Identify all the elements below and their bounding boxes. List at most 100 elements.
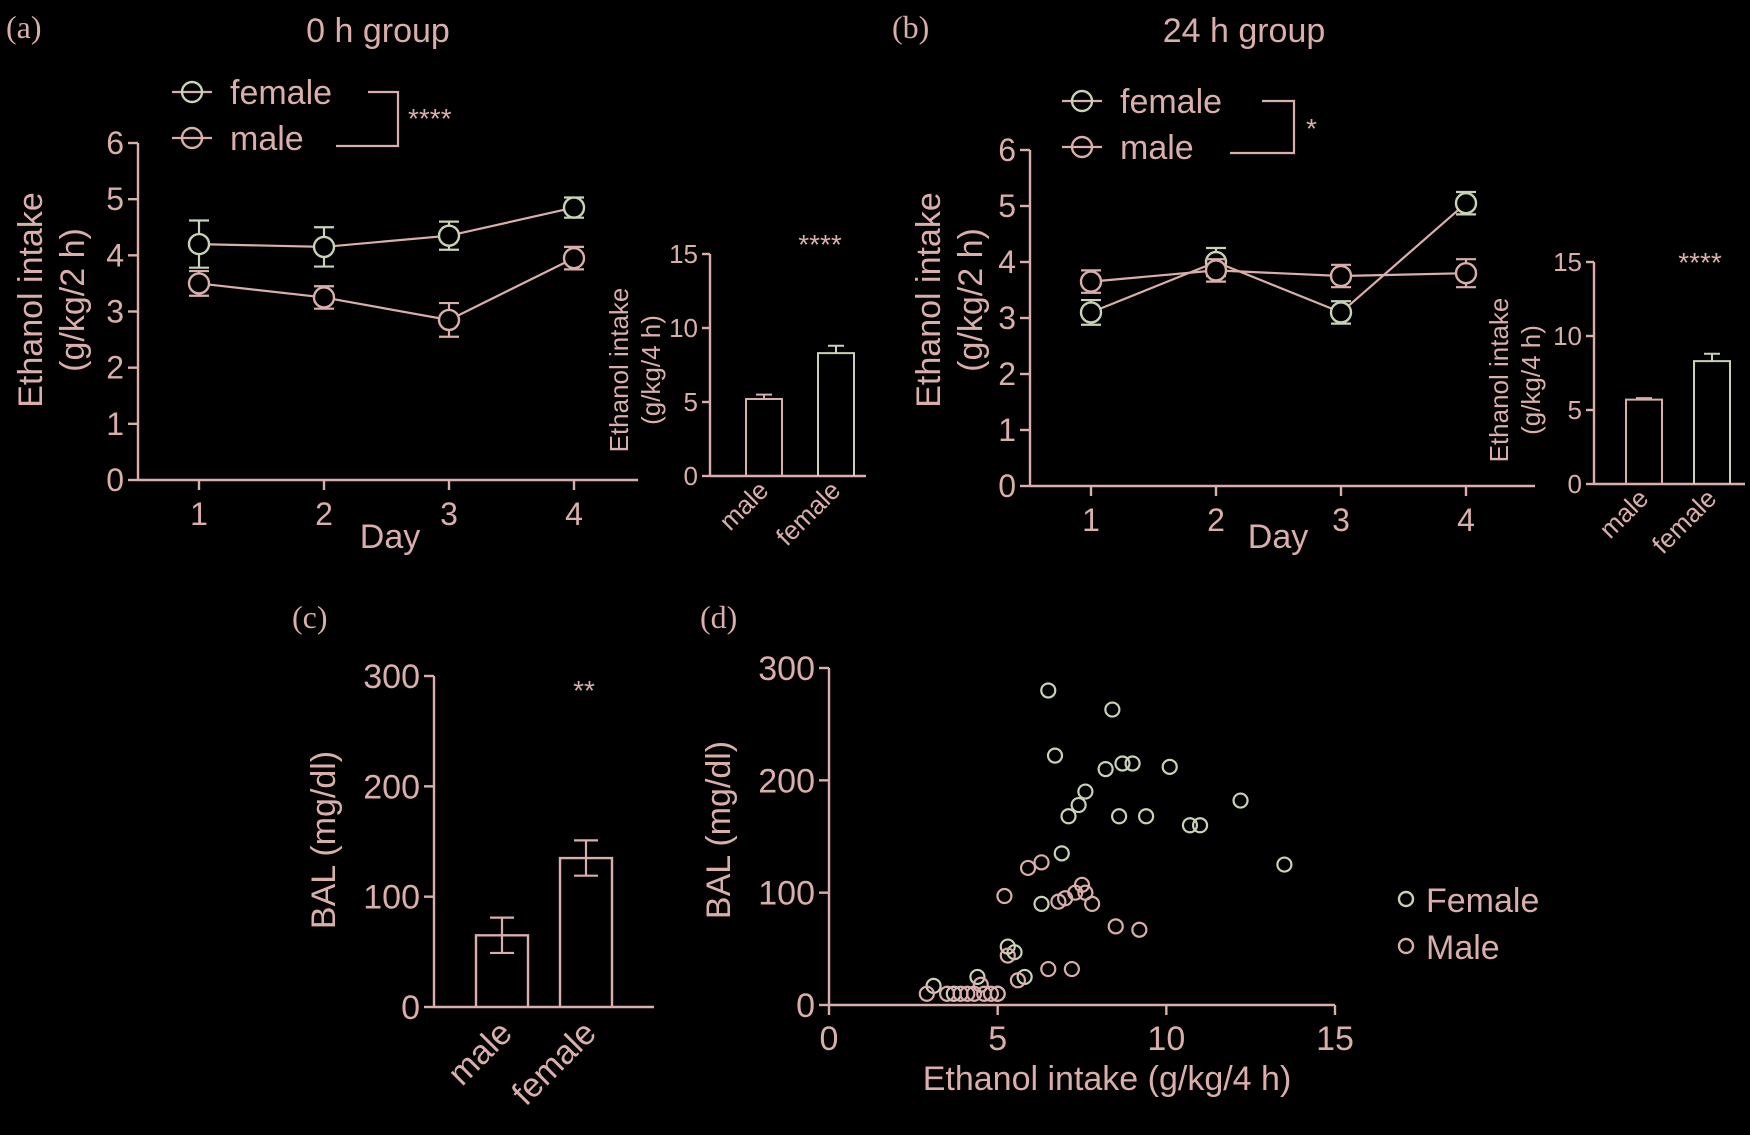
male-data-point	[989, 985, 1006, 1002]
female-data-point	[562, 196, 586, 219]
inset-y-tick-label: 15	[1553, 247, 1582, 277]
y-tick-label: 6	[998, 132, 1016, 168]
inset-x-tick-label: male	[1593, 483, 1654, 544]
panel-d-legend: Female Male	[1397, 882, 1539, 967]
inset-y-tick-label: 15	[669, 239, 698, 269]
panel-a-inset: Ethanol intake (g/kg/4 h) **** 0 5 10 15 mal…	[604, 229, 866, 551]
female-data-point	[1114, 755, 1131, 772]
female-data-point	[1040, 682, 1057, 699]
male-data-point	[1204, 259, 1228, 282]
x-tick-label: 15	[1316, 1020, 1354, 1058]
female-data-point	[1161, 758, 1178, 775]
x-tick-label: 2	[315, 496, 333, 532]
female-data-point	[1329, 301, 1353, 324]
x-axis-label: Day	[360, 518, 420, 556]
male-data-point	[187, 272, 211, 295]
x-tick-label: 10	[1147, 1020, 1185, 1058]
female-data-point	[437, 224, 461, 247]
legend-female-label: female	[230, 74, 332, 112]
y-axis-label: BAL (mg/dl)	[700, 741, 738, 919]
inset-bar-male	[1625, 398, 1663, 484]
panel-b-legend: female male *	[1062, 83, 1317, 167]
female-data-point	[1111, 808, 1128, 825]
male-data-point	[1033, 854, 1050, 871]
y-tick-label: 200	[363, 768, 420, 806]
inset-x-tick-label: female	[1646, 483, 1722, 559]
female-series-line	[198, 206, 575, 249]
male-data-point	[982, 985, 1000, 1002]
legend-male-marker	[1070, 135, 1094, 159]
significance-label: ****	[408, 103, 452, 134]
x-tick-label: 3	[440, 496, 458, 532]
male-data-point	[1329, 264, 1353, 288]
significance-label: *	[1306, 113, 1317, 144]
y-tick-label: 5	[998, 188, 1016, 224]
y-tick-label: 4	[998, 244, 1016, 280]
x-tick-label: 5	[988, 1020, 1007, 1058]
x-tick-label: male	[441, 1014, 520, 1093]
legend-male-marker	[1397, 937, 1415, 955]
inset-y-tick-label: 0	[1568, 469, 1582, 499]
y-tick-label: 0	[401, 989, 420, 1027]
female-data-point	[1124, 755, 1141, 772]
y-axis-label-units: (g/kg/2 h)	[952, 228, 990, 372]
panel-d-label: (d)	[700, 599, 737, 635]
x-tick-label: 0	[820, 1020, 839, 1058]
y-tick-label: 5	[106, 181, 124, 217]
y-tick-label: 4	[106, 237, 124, 273]
male-data-point	[996, 887, 1013, 905]
female-data-point	[1104, 701, 1121, 718]
inset-y-tick-label: 10	[669, 313, 698, 343]
inset-y-axis-label-units: (g/kg/4 h)	[636, 315, 666, 425]
panel-a-title: 0 h group	[306, 12, 450, 50]
female-data-point	[1232, 792, 1249, 809]
male-series-line	[198, 257, 575, 322]
female-data-point	[1454, 191, 1478, 215]
inset-y-axis-label-units: (g/kg/4 h)	[1516, 325, 1546, 435]
y-tick-label: 300	[363, 658, 420, 696]
legend-female-marker	[1070, 89, 1094, 113]
legend-female-label: Female	[1426, 882, 1539, 920]
male-data-point	[437, 308, 461, 332]
y-tick-label: 200	[758, 762, 815, 800]
inset-bar-female	[1693, 360, 1731, 484]
inset-y-tick-label: 10	[1553, 321, 1582, 351]
y-tick-label: 6	[106, 125, 124, 161]
x-tick-label: 1	[1082, 502, 1100, 538]
male-data-point	[1019, 859, 1037, 877]
male-data-point	[312, 286, 336, 309]
male-data-point	[1040, 960, 1057, 978]
male-data-point	[1084, 895, 1101, 913]
female-data-point	[1191, 817, 1209, 834]
female-data-point	[969, 968, 986, 986]
female-data-point	[1079, 301, 1103, 324]
panel-c-label: (c)	[292, 599, 328, 635]
x-tick-label: 4	[1457, 502, 1475, 538]
y-tick-label: 3	[998, 300, 1016, 336]
legend-male-marker	[180, 126, 204, 150]
y-tick-label: 1	[106, 406, 124, 442]
y-tick-label: 1	[998, 412, 1016, 448]
inset-y-tick-label: 5	[1568, 395, 1582, 425]
panel-b-title: 24 h group	[1163, 12, 1326, 50]
female-data-point	[1070, 796, 1087, 814]
female-data-point	[1077, 783, 1094, 800]
y-axis-label-units: (g/kg/2 h)	[54, 228, 92, 372]
male-data-point	[1131, 921, 1148, 938]
y-tick-label: 3	[106, 294, 124, 330]
male-data-point	[999, 947, 1016, 964]
panel-d: (d) BAL (mg/dl) Ethanol intake (g/kg/4 h…	[700, 599, 1539, 1098]
y-axis-label: Ethanol intake	[910, 192, 948, 408]
y-tick-label: 100	[363, 879, 420, 917]
panel-a-legend: female male ****	[172, 74, 452, 158]
legend-female-marker	[1397, 890, 1415, 908]
male-data-point	[1079, 270, 1103, 293]
male-data-point	[1454, 262, 1478, 285]
legend-female-marker	[180, 80, 204, 104]
male-data-point	[1107, 918, 1124, 935]
inset-significance-label: ****	[798, 229, 842, 260]
inset-x-tick-label: female	[770, 475, 846, 551]
x-tick-label: female	[505, 1014, 604, 1113]
female-data-point	[187, 232, 211, 256]
